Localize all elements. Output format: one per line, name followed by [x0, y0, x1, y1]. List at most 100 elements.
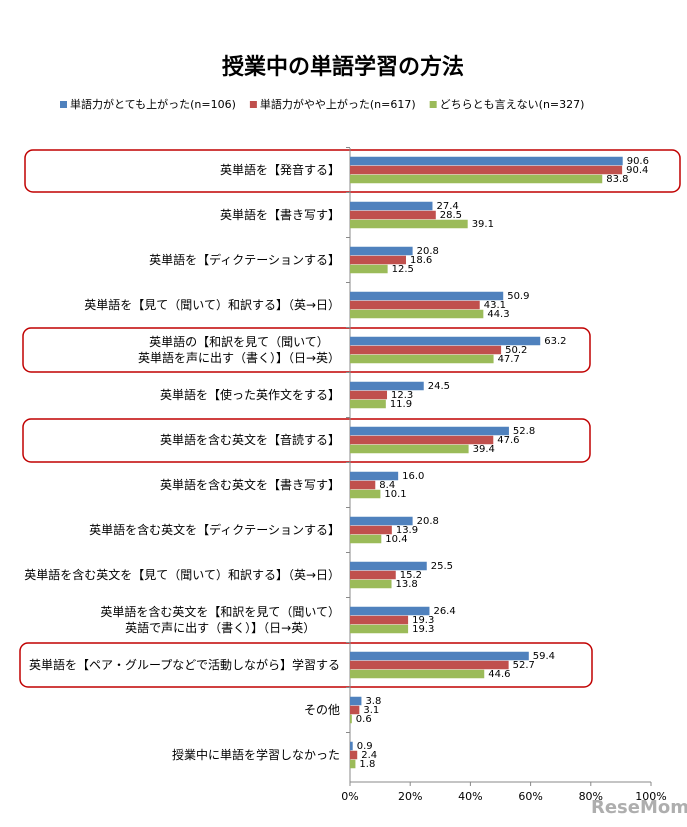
bar	[350, 219, 468, 229]
bar	[350, 165, 623, 175]
category-label: 英単語を含む英文を【書き写す】	[159, 478, 340, 492]
value-label: 2.4	[361, 750, 377, 761]
bar	[350, 480, 376, 490]
bar	[350, 390, 388, 400]
bar	[350, 354, 494, 364]
value-label: 10.4	[385, 534, 407, 545]
bar	[350, 309, 484, 319]
category-label: 英単語を【書き写す】	[219, 208, 340, 222]
category-label: 英単語を【見て（聞いて）和訳する】（英→日）	[84, 298, 340, 312]
value-label: 50.2	[505, 345, 527, 356]
value-label: 12.3	[391, 390, 413, 401]
legend-label: どちらとも言えない(n=327)	[440, 98, 585, 111]
value-label: 44.3	[487, 309, 509, 320]
highlight-box	[22, 418, 591, 463]
bar	[350, 669, 485, 679]
value-label: 13.8	[396, 579, 418, 590]
value-label: 1.8	[359, 759, 375, 770]
bar	[350, 579, 392, 589]
bar	[350, 201, 433, 211]
legend-swatch	[60, 101, 67, 108]
bar	[350, 426, 509, 436]
bar	[350, 696, 362, 706]
value-label: 83.8	[606, 174, 628, 185]
bar	[350, 246, 413, 256]
legend-swatch	[429, 101, 437, 108]
category-label: 英単語を含む英文を【和訳を見て（聞いて） 英語で声に出す（書く）】（日→英）	[100, 605, 340, 635]
bar	[350, 264, 388, 274]
value-label: 43.1	[484, 300, 506, 311]
value-label: 28.5	[440, 210, 462, 221]
category-label: 英単語を【使った英作文をする】	[159, 388, 340, 402]
bar	[350, 624, 409, 634]
category-label: 英単語を【ディクテーションする】	[149, 253, 340, 267]
bar	[350, 561, 427, 571]
bar	[350, 444, 469, 454]
value-label: 39.1	[472, 219, 494, 230]
bar	[350, 660, 509, 670]
value-label: 3.1	[363, 705, 379, 716]
legend-swatch	[249, 101, 257, 108]
category-label: その他	[303, 703, 340, 717]
category-label: 英単語を含む英文を【ディクテーションする】	[89, 523, 340, 537]
value-label: 90.6	[627, 156, 649, 167]
bar	[350, 399, 386, 409]
value-label: 24.5	[428, 381, 450, 392]
value-label: 52.7	[513, 660, 535, 671]
highlight-box	[24, 149, 681, 193]
bar	[350, 705, 360, 715]
bar	[350, 570, 396, 580]
bar	[350, 516, 413, 526]
value-label: 63.2	[544, 336, 566, 347]
value-label: 90.4	[626, 165, 648, 176]
value-label: 47.7	[498, 354, 520, 365]
value-label: 0.9	[357, 741, 373, 752]
category-label: 英単語を含む英文を【見て（聞いて）和訳する】（英→日）	[24, 568, 340, 582]
value-label: 8.4	[379, 480, 395, 491]
value-label: 20.8	[417, 516, 439, 527]
category-label: 英単語の【和訳を見て（聞いて） 英単語を声に出す（書く）】（日→英）	[137, 335, 340, 365]
bar	[350, 210, 436, 220]
watermark: ReseMom	[591, 797, 687, 818]
value-label: 18.6	[410, 255, 432, 266]
bar	[350, 759, 356, 769]
value-label: 25.5	[431, 561, 453, 572]
chart-title: 授業中の単語学習の方法	[222, 54, 464, 80]
value-label: 19.3	[412, 615, 434, 626]
bar	[350, 714, 352, 724]
bar	[350, 291, 504, 301]
legend-label: 単語力がやや上がった(n=617)	[260, 97, 416, 111]
bar	[350, 741, 353, 751]
bar	[350, 300, 480, 310]
bar	[350, 471, 399, 481]
value-label: 19.3	[412, 624, 434, 635]
bar	[350, 345, 502, 355]
x-tick-label: 0%	[341, 790, 358, 803]
x-tick-label: 20%	[398, 790, 422, 803]
value-label: 26.4	[433, 606, 455, 617]
category-label: 英単語を【発音する】	[219, 163, 340, 177]
highlight-boxes	[19, 149, 681, 688]
value-label: 3.8	[365, 696, 381, 707]
value-label: 15.2	[400, 570, 422, 581]
x-tick-label: 100%	[635, 790, 666, 803]
bar	[350, 606, 430, 616]
highlight-box	[19, 642, 593, 688]
value-label: 12.5	[392, 264, 414, 275]
category-label: 英単語を【ペア・グループなどで活動しながら】学習する	[28, 658, 340, 672]
value-label: 10.1	[384, 489, 406, 500]
x-tick-label: 60%	[518, 790, 542, 803]
value-label: 0.6	[356, 714, 372, 725]
bar	[350, 381, 424, 391]
value-label: 44.6	[488, 669, 510, 680]
bar	[350, 174, 603, 184]
value-label: 52.8	[513, 426, 535, 437]
bar	[350, 255, 406, 265]
bar	[350, 525, 392, 535]
value-label: 59.4	[533, 651, 555, 662]
category-label: 英単語を含む英文を【音読する】	[159, 433, 340, 447]
x-tick-label: 40%	[458, 790, 482, 803]
value-label: 39.4	[473, 444, 495, 455]
